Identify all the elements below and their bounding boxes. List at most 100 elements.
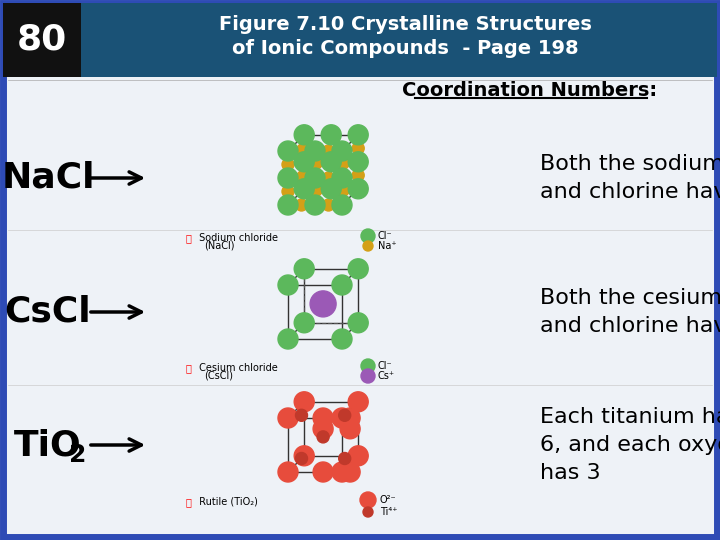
Circle shape	[361, 369, 375, 383]
Circle shape	[278, 195, 298, 215]
Circle shape	[332, 408, 352, 428]
Circle shape	[278, 141, 298, 161]
Circle shape	[310, 291, 336, 317]
Circle shape	[338, 453, 351, 464]
Circle shape	[294, 259, 314, 279]
Circle shape	[278, 275, 298, 295]
Circle shape	[332, 141, 352, 161]
Circle shape	[295, 409, 307, 421]
Text: Cl⁻: Cl⁻	[378, 231, 392, 241]
Circle shape	[313, 419, 333, 439]
Text: Ⓑ: Ⓑ	[185, 363, 191, 373]
Circle shape	[348, 313, 368, 333]
Circle shape	[336, 186, 348, 198]
Circle shape	[348, 392, 368, 412]
Circle shape	[340, 408, 360, 428]
Circle shape	[278, 329, 298, 349]
Circle shape	[323, 199, 335, 211]
Text: Ⓒ: Ⓒ	[185, 497, 191, 507]
Text: CsCl: CsCl	[5, 295, 91, 329]
Circle shape	[332, 168, 352, 188]
Text: Na⁺: Na⁺	[378, 241, 397, 251]
Text: Each titanium has
6, and each oxygen
has 3: Each titanium has 6, and each oxygen has…	[540, 407, 720, 483]
Circle shape	[294, 392, 314, 412]
Text: Cl⁻: Cl⁻	[378, 361, 392, 371]
FancyBboxPatch shape	[3, 3, 717, 77]
Text: 2: 2	[69, 443, 86, 467]
Circle shape	[332, 195, 352, 215]
Circle shape	[332, 329, 352, 349]
Text: Coordination Numbers:: Coordination Numbers:	[402, 80, 657, 99]
Circle shape	[321, 125, 341, 145]
Circle shape	[294, 313, 314, 333]
Text: (NaCl): (NaCl)	[204, 241, 235, 251]
Circle shape	[348, 125, 368, 145]
Circle shape	[323, 172, 335, 184]
Circle shape	[312, 156, 324, 168]
Text: Cesium chloride: Cesium chloride	[196, 363, 278, 373]
Circle shape	[294, 125, 314, 145]
Circle shape	[294, 446, 314, 466]
Circle shape	[338, 183, 351, 195]
Circle shape	[352, 143, 364, 154]
Circle shape	[352, 170, 364, 181]
Text: Sodium chloride: Sodium chloride	[196, 233, 278, 243]
Circle shape	[295, 172, 307, 184]
Text: Both the sodium
and chlorine have 6: Both the sodium and chlorine have 6	[540, 154, 720, 202]
Circle shape	[295, 453, 307, 464]
Circle shape	[323, 145, 335, 157]
FancyBboxPatch shape	[3, 3, 717, 537]
Circle shape	[305, 141, 325, 161]
Circle shape	[361, 359, 375, 373]
Circle shape	[363, 241, 373, 251]
Circle shape	[294, 152, 314, 172]
Circle shape	[348, 259, 368, 279]
Circle shape	[298, 170, 310, 181]
Circle shape	[298, 143, 310, 154]
Circle shape	[282, 159, 294, 171]
Text: Both the cesium
and chlorine have 8: Both the cesium and chlorine have 8	[540, 288, 720, 336]
Circle shape	[305, 195, 325, 215]
Circle shape	[363, 507, 373, 517]
Circle shape	[338, 409, 351, 421]
Circle shape	[361, 229, 375, 243]
Text: 80: 80	[17, 23, 67, 57]
Text: O²⁻: O²⁻	[380, 495, 397, 505]
Circle shape	[348, 179, 368, 199]
Circle shape	[313, 462, 333, 482]
Circle shape	[309, 186, 321, 198]
Circle shape	[338, 156, 351, 168]
Circle shape	[348, 152, 368, 172]
Circle shape	[332, 462, 352, 482]
Text: Ⓐ: Ⓐ	[185, 233, 191, 243]
Circle shape	[295, 145, 307, 157]
Circle shape	[336, 159, 348, 171]
Circle shape	[348, 446, 368, 466]
Circle shape	[282, 186, 294, 198]
Circle shape	[295, 199, 307, 211]
Circle shape	[321, 152, 341, 172]
Text: Figure 7.10 Crystalline Structures: Figure 7.10 Crystalline Structures	[219, 16, 591, 35]
Text: TiO: TiO	[14, 428, 82, 462]
Circle shape	[340, 419, 360, 439]
Circle shape	[294, 179, 314, 199]
Circle shape	[278, 462, 298, 482]
Circle shape	[317, 431, 329, 443]
Circle shape	[340, 462, 360, 482]
FancyBboxPatch shape	[3, 3, 81, 77]
Circle shape	[309, 159, 321, 171]
Text: Cs⁺: Cs⁺	[378, 371, 395, 381]
Circle shape	[278, 168, 298, 188]
Circle shape	[360, 492, 376, 508]
Text: of Ionic Compounds  - Page 198: of Ionic Compounds - Page 198	[232, 38, 578, 57]
Text: Rutile (TiO₂): Rutile (TiO₂)	[196, 497, 258, 507]
Circle shape	[312, 183, 324, 195]
Circle shape	[332, 275, 352, 295]
Text: (CsCl): (CsCl)	[204, 371, 233, 381]
Circle shape	[321, 179, 341, 199]
Circle shape	[305, 168, 325, 188]
Circle shape	[278, 408, 298, 428]
Text: Ti⁴⁺: Ti⁴⁺	[380, 507, 397, 517]
Circle shape	[313, 408, 333, 428]
Text: NaCl: NaCl	[1, 161, 95, 195]
